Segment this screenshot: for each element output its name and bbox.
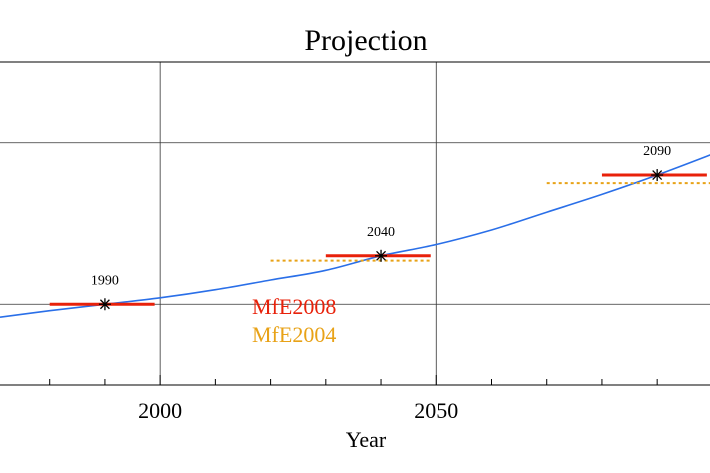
x-gridlines: [159, 62, 437, 385]
legend-entry-mfe2004: MfE2004: [252, 322, 336, 347]
point-label-1990: 1990: [91, 273, 119, 288]
legend-entry-mfe2008: MfE2008: [252, 294, 336, 319]
x-axis-label: Year: [346, 427, 387, 452]
plot-frame: [0, 61, 710, 386]
chart-title: Projection: [304, 24, 427, 57]
point-marker-1990: [98, 298, 111, 311]
x-tick-labels: 2000 2050: [138, 398, 458, 423]
x-tick-label-1: 2050: [414, 398, 458, 423]
point-marker-2040: [375, 249, 388, 262]
projection-curve: [0, 154, 710, 318]
point-markers: 1990 2040 2090: [91, 144, 671, 311]
x-ticks: [49, 375, 658, 385]
point-label-2090: 2090: [643, 144, 671, 159]
point-marker-2090: [651, 169, 664, 182]
x-tick-label-0: 2000: [138, 398, 182, 423]
point-label-2040: 2040: [367, 225, 395, 240]
